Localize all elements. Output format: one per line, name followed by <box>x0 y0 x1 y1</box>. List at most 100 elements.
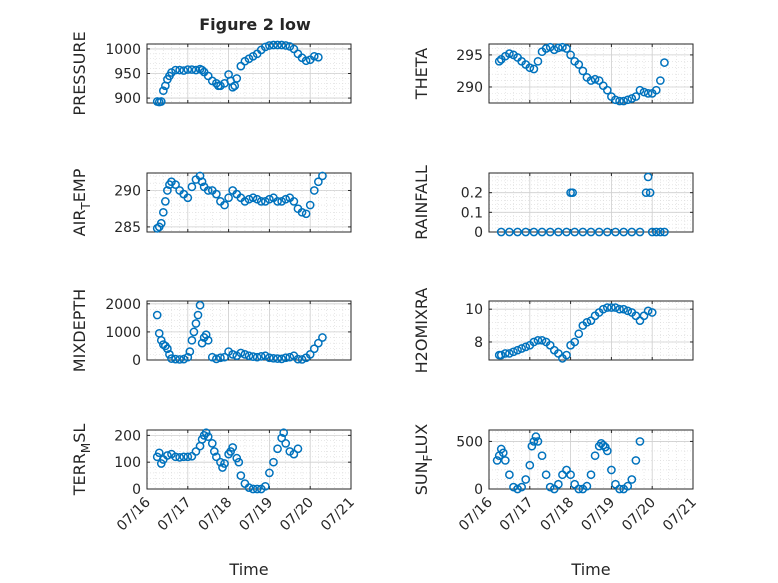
data-point <box>513 484 522 494</box>
figure-title: Figure 2 low <box>199 15 311 34</box>
data-point <box>647 227 657 237</box>
y-tick-label: 285 <box>114 220 141 236</box>
data-point <box>525 63 535 73</box>
data-point <box>492 456 502 465</box>
data-point <box>602 227 612 237</box>
data-point <box>244 194 254 204</box>
data-point <box>645 188 655 198</box>
data-point <box>236 348 246 358</box>
data-point <box>541 44 551 53</box>
data-point <box>641 188 651 198</box>
data-point <box>619 304 628 314</box>
data-point <box>260 481 270 491</box>
data-point <box>615 96 624 106</box>
y-tick-label: 295 <box>456 48 483 64</box>
data-point <box>314 338 323 348</box>
y-tick-label: 500 <box>456 434 483 450</box>
data-point <box>260 42 270 52</box>
data-point <box>570 337 580 347</box>
data-point <box>631 92 641 101</box>
y-tick-label: 2000 <box>105 297 141 313</box>
y-tick-label: 8 <box>474 335 483 351</box>
data-point <box>314 52 323 62</box>
data-point <box>201 330 211 340</box>
data-point <box>574 484 584 494</box>
data-point <box>277 40 286 50</box>
data-point <box>281 41 291 50</box>
data-point <box>656 76 665 85</box>
data-point <box>158 86 168 96</box>
data-point <box>212 354 221 364</box>
y-tick-label: 900 <box>114 91 141 107</box>
y-tick-label: 0.1 <box>461 205 483 221</box>
data-point <box>619 96 628 106</box>
data-point <box>183 452 193 462</box>
data-point <box>531 432 541 442</box>
data-point <box>260 351 270 361</box>
data-point <box>529 437 539 446</box>
data-point <box>318 171 327 181</box>
data-point <box>203 335 213 345</box>
data-point <box>252 352 262 362</box>
data-point <box>289 449 299 459</box>
data-point <box>586 227 596 237</box>
data-point <box>163 344 172 354</box>
y-tick-label: 290 <box>114 183 141 199</box>
data-point <box>244 351 254 361</box>
axes-box <box>488 429 694 490</box>
y-tick-label: 100 <box>114 455 141 471</box>
data-point <box>163 451 172 460</box>
data-point <box>269 353 278 363</box>
data-point <box>252 484 262 494</box>
data-point <box>273 197 282 206</box>
axes-box <box>488 300 694 361</box>
subplot-2: 290 295 THETA <box>412 42 694 106</box>
data-point <box>256 197 266 206</box>
data-point <box>505 470 514 480</box>
data-point <box>611 227 620 237</box>
data-point <box>545 482 555 492</box>
data-point <box>545 227 555 237</box>
data-point <box>220 352 229 362</box>
data-point <box>562 44 571 53</box>
data-point <box>220 459 229 468</box>
data-point <box>527 441 537 451</box>
data-point <box>183 352 193 362</box>
data-point <box>195 300 205 310</box>
data-point <box>248 484 258 494</box>
data-point <box>533 437 543 446</box>
data-point <box>611 303 620 312</box>
data-point <box>197 65 207 75</box>
data-point <box>660 58 669 67</box>
x-axis-label: Time <box>228 560 268 579</box>
data-point <box>265 353 274 363</box>
data-point <box>171 354 180 364</box>
data-point <box>156 97 166 106</box>
data-point <box>615 484 624 494</box>
data-point <box>187 335 197 345</box>
y-tick-label: 10 <box>465 302 483 318</box>
data-point <box>301 56 311 66</box>
data-point <box>533 56 543 66</box>
data-point <box>537 335 547 345</box>
data-point <box>578 227 588 237</box>
data-point <box>549 45 559 55</box>
data-point <box>598 440 608 450</box>
y-axis-label: TERRMSL <box>70 424 93 497</box>
data-point <box>195 171 205 181</box>
data-point <box>161 197 170 206</box>
data-point <box>509 347 518 357</box>
data-point <box>197 177 207 187</box>
subplot-4: 0 0.1 0.2 RAINFALL <box>412 165 694 241</box>
data-point <box>189 327 199 337</box>
data-point <box>318 333 327 342</box>
data-point <box>643 89 653 98</box>
data-point <box>525 460 535 470</box>
data-point <box>279 428 289 438</box>
data-point <box>594 227 604 237</box>
data-point <box>228 350 238 359</box>
y-tick-label: 0 <box>474 482 483 498</box>
data-point <box>651 85 661 95</box>
data-point <box>615 304 624 314</box>
